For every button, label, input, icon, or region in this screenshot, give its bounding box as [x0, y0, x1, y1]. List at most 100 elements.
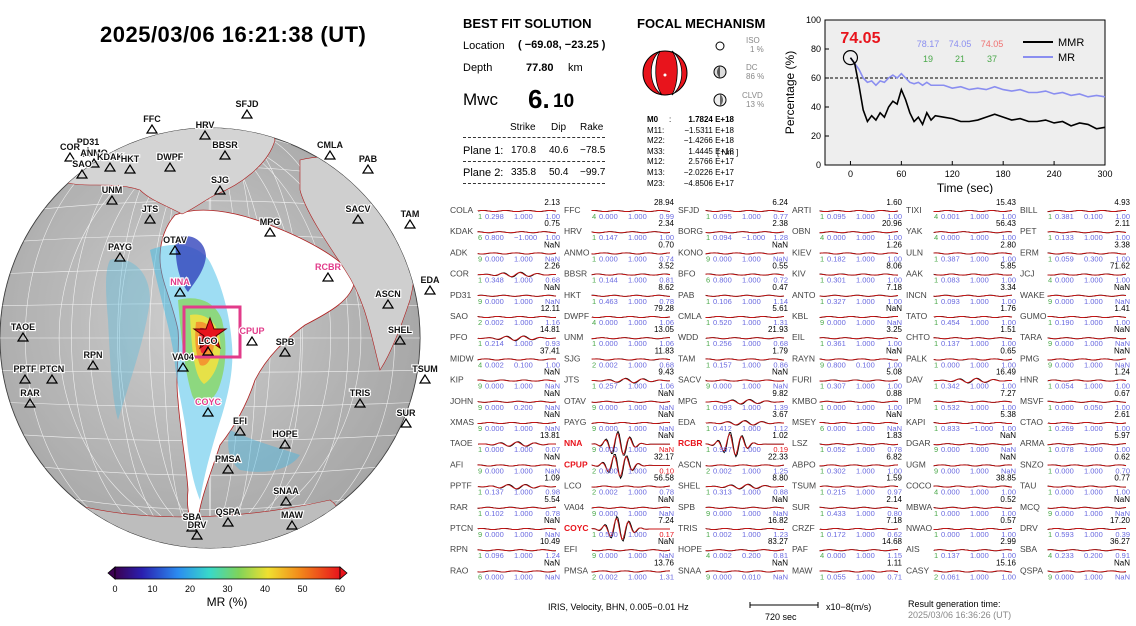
waveform-c2: 0.000	[599, 509, 618, 518]
waveform-c4: 0.10	[659, 466, 674, 475]
clvd-label: CLVD	[742, 91, 763, 100]
waveform-c3: 0.200	[742, 551, 761, 560]
waveform-c2: 0.000	[941, 530, 960, 539]
waveform-c1: 2	[592, 466, 596, 475]
waveform-c3: 1.000	[514, 254, 533, 263]
waveform-c3: 1.000	[970, 509, 989, 518]
waveform-c1: 1	[934, 297, 938, 306]
waveform-c4: NaN	[545, 254, 560, 263]
waveform-c1: 1	[706, 318, 710, 327]
station-name: RPN	[450, 544, 468, 554]
station-name: MPG	[678, 396, 697, 406]
waveform-c1: 1	[706, 339, 710, 348]
station-label: VA04	[172, 352, 194, 362]
waveform-c4: 0.77	[773, 212, 788, 221]
waveform-c4: 0.80	[887, 509, 902, 518]
waveform-amplitude: 0.67	[1114, 389, 1130, 398]
waveform-row-kmbo: KMBO 0.88 1 0.000 1.000 1.00	[792, 389, 903, 412]
waveform-c2: 0.002	[713, 530, 732, 539]
waveform-amplitude: 14.81	[540, 325, 561, 334]
station-label: COYC	[195, 397, 222, 407]
waveform-c4: 0.19	[773, 445, 788, 454]
synthetic-trace	[705, 316, 785, 318]
clvd-value: 13 %	[746, 100, 765, 109]
waveform-amplitude: 5.38	[1000, 410, 1016, 419]
waveform-amplitude: 1.26	[886, 240, 902, 249]
waveform-c4: NaN	[773, 254, 788, 263]
dc-value: 86 %	[746, 72, 765, 81]
synthetic-trace	[591, 273, 671, 276]
waveform-row-bfo: BFO 0.55 6 0.800 1.000 0.72	[678, 262, 789, 285]
synthetic-trace	[591, 316, 671, 318]
station-marker-mpg: MPG	[259, 216, 281, 237]
waveform-c1: 1	[820, 445, 824, 454]
waveform-c3: 1.000	[514, 212, 533, 221]
waveform-c1: 9	[934, 466, 938, 475]
colorbar-label: MR (%)	[207, 595, 248, 609]
station-name: DGAR	[906, 438, 931, 448]
waveform-row-yak: YAK 56.43 4 0.000 1.000 1.00	[906, 219, 1017, 242]
waveform-c3: 1.000	[1084, 339, 1103, 348]
synthetic-trace	[1047, 358, 1126, 361]
station-name: PAF	[792, 544, 808, 554]
triangle-icon	[81, 146, 95, 157]
waveform-amplitude: 1.51	[1000, 325, 1016, 334]
waveform-c2: 0.095	[713, 212, 732, 221]
waveform-c4: NaN	[545, 424, 560, 433]
station-marker-hope: HOPE	[271, 428, 299, 449]
station-name: LSZ	[792, 438, 808, 448]
waveform-c2: 0.147	[599, 233, 618, 242]
waveform-row-ffc: FFC 28.94 4 0.000 1.000 0.99	[564, 198, 675, 221]
waveform-c1: 6	[820, 424, 824, 433]
waveform-c4: NaN	[545, 403, 560, 412]
waveform-c3: −1.000	[514, 233, 537, 242]
tensor-value: −4.8506 E+17	[683, 178, 734, 188]
station-marker-sur: SUR	[395, 407, 417, 428]
waveform-c4: 1.00	[1001, 276, 1016, 285]
tensor-name: M0	[647, 115, 659, 124]
waveform-row-maw: MAW 1.11 1 0.055 1.000 0.71	[792, 558, 903, 581]
waveform-c1: 6	[706, 276, 710, 285]
waveform-c3: 1.000	[628, 424, 647, 433]
north-america-landmass	[39, 128, 276, 215]
synthetic-trace	[705, 420, 784, 426]
waveform-c4: 1.00	[659, 233, 674, 242]
waveform-amplitude: 2.26	[544, 262, 560, 271]
triangle-icon	[418, 373, 432, 384]
waveform-row-drv: DRV 17.20 1 0.593 1.000 0.39	[1020, 516, 1131, 539]
waveform-c2: 0.095	[827, 212, 846, 221]
station-label: SJG	[211, 175, 229, 185]
synthetic-trace	[933, 294, 1012, 297]
waveform-c4: 1.00	[1001, 297, 1016, 306]
waveform-amplitude: 3.25	[886, 325, 902, 334]
waveform-c4: 0.93	[545, 339, 560, 348]
station-name: COR	[450, 269, 469, 279]
waveform-c2: 0.342	[941, 382, 960, 391]
synthetic-trace	[591, 517, 670, 540]
waveform-amplitude: 3.52	[658, 262, 674, 271]
waveform-c4: NaN	[545, 466, 560, 475]
waveform-c3: 1.000	[970, 212, 989, 221]
station-marker-pab: PAB	[358, 153, 379, 174]
synthetic-trace	[933, 252, 1013, 255]
waveform-row-tato: TATO 1.76 1 0.454 1.000 1.00	[906, 304, 1017, 327]
waveform-c2: 0.106	[713, 297, 732, 306]
station-name: SPB	[678, 502, 695, 512]
waveform-c2: 0.133	[1055, 233, 1074, 242]
station-marker-rar: RAR	[19, 387, 41, 408]
waveform-c1: 1	[820, 466, 824, 475]
waveform-c2: 0.172	[827, 530, 846, 539]
synthetic-trace	[477, 422, 556, 424]
waveform-c1: 1	[820, 509, 824, 518]
station-name: SJG	[564, 353, 581, 363]
waveform-c2: 0.002	[713, 466, 732, 475]
waveform-c2: 0.361	[827, 339, 846, 348]
synthetic-trace	[477, 210, 557, 212]
waveform-c1: 1	[478, 551, 482, 560]
waveform-row-wdd: WDD 21.93 1 0.256 1.000 0.68	[678, 325, 789, 348]
station-name: PTCN	[450, 523, 473, 533]
synthetic-trace	[1047, 549, 1127, 552]
iso-label: ISO	[746, 36, 760, 45]
station-label: COR	[60, 142, 81, 152]
waveform-c2: 0.000	[827, 551, 846, 560]
